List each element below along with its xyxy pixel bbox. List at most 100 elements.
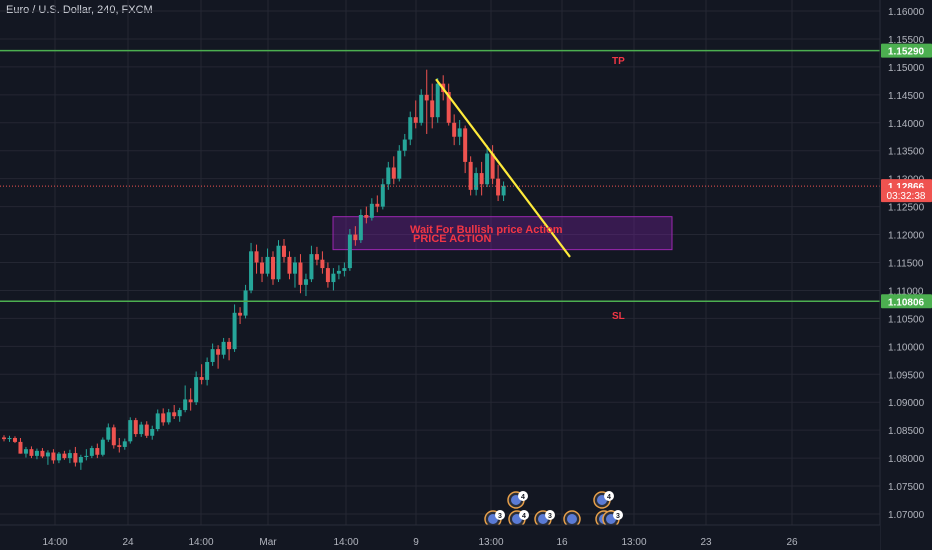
candle-body	[221, 341, 226, 355]
time-tick-label: 16	[556, 537, 568, 548]
candle-body	[139, 424, 144, 435]
annotation-text: SL	[612, 311, 625, 322]
candle-body	[188, 399, 193, 403]
candle-body	[265, 256, 270, 274]
event-flag-icon[interactable]: 4	[593, 491, 614, 509]
candle-body	[397, 150, 402, 179]
price-zone-rectangle[interactable]	[332, 216, 673, 251]
candle-body	[84, 455, 89, 457]
time-tick-label: 14:00	[188, 537, 213, 548]
candle-body	[314, 254, 319, 260]
candle-body	[435, 83, 440, 118]
time-tick-label: Mar	[259, 537, 277, 548]
countdown-price-tag-label: 03:32:38	[887, 191, 926, 202]
candle-body	[2, 437, 6, 440]
event-flag-icon[interactable]: 3	[534, 510, 555, 528]
price-tick-label: 1.15500	[888, 35, 925, 46]
candle-body	[276, 245, 281, 280]
price-tick-label: 1.11500	[888, 259, 924, 270]
time-tick-label: 14:00	[42, 537, 67, 548]
time-tick-label: 14:00	[333, 537, 358, 548]
price-tick-label: 1.10000	[888, 342, 925, 353]
price-tick-label: 1.13500	[888, 147, 925, 158]
candle-body	[128, 420, 133, 442]
event-badge	[545, 510, 555, 520]
level-price-tag-label: 1.15290	[888, 47, 925, 58]
candle-body	[232, 312, 237, 350]
price-tick-label: 1.07500	[888, 482, 925, 493]
candle-body	[271, 256, 276, 280]
time-tick-label: 26	[786, 537, 798, 548]
candle-body	[95, 448, 100, 455]
candle-body	[34, 450, 39, 456]
price-tick-label: 1.09000	[888, 398, 925, 409]
candle-body	[287, 256, 292, 274]
candle-body	[155, 413, 160, 430]
candle-body	[172, 412, 177, 417]
candle-body	[369, 203, 374, 218]
price-action-zone[interactable]	[332, 216, 673, 251]
candle-body	[463, 128, 468, 162]
candle-body	[12, 437, 17, 442]
candle-body	[485, 153, 490, 185]
level-price-tag[interactable]	[881, 43, 932, 58]
candle-body	[452, 122, 457, 137]
price-tick-label: 1.15000	[888, 63, 925, 74]
event-badge	[519, 510, 529, 520]
candle-body	[402, 139, 407, 151]
countdown-price-tag[interactable]	[881, 188, 932, 203]
event-flag-icon[interactable]: 3	[602, 510, 623, 528]
economic-events[interactable]: 4434343	[484, 491, 623, 528]
candle-body	[254, 251, 259, 263]
event-badge-count: 4	[521, 494, 525, 501]
candle-body	[331, 273, 336, 283]
candle-body	[227, 341, 232, 350]
candle-body	[100, 439, 105, 455]
candle-body	[199, 377, 204, 380]
candle-body	[424, 94, 429, 101]
price-axis	[880, 0, 932, 550]
event-badge-count: 3	[498, 513, 502, 520]
level-price-tag[interactable]	[881, 294, 932, 309]
candle-body	[375, 203, 380, 207]
event-badge-count: 4	[607, 494, 611, 501]
event-flag-icon[interactable]: 4	[508, 510, 529, 528]
candle-body	[183, 399, 188, 411]
candle-body	[353, 234, 358, 241]
candle-body	[243, 290, 248, 316]
candle-body	[144, 424, 149, 436]
candle-body	[320, 259, 325, 269]
event-badge	[518, 491, 528, 501]
event-flag-icon[interactable]: 3	[484, 510, 505, 528]
price-tick-label: 1.12000	[888, 231, 925, 242]
time-tick-label: 13:00	[621, 537, 646, 548]
candle-body	[210, 349, 215, 362]
candle-body	[249, 251, 254, 291]
candle-body	[122, 441, 127, 447]
candle-body	[358, 214, 363, 241]
trend-line[interactable]	[435, 78, 571, 258]
level-lines[interactable]	[0, 49, 880, 303]
candle-body	[457, 128, 462, 137]
candle-body	[106, 427, 111, 440]
candle-body	[117, 445, 122, 447]
price-tick-label: 1.09500	[888, 370, 925, 381]
time-tick-label: 23	[700, 537, 712, 548]
candle-body	[45, 452, 50, 457]
candle-body	[419, 94, 424, 123]
candle-body	[51, 452, 56, 461]
candle-body	[430, 100, 435, 118]
annotation-text: PRICE ACTION	[413, 233, 491, 245]
candle-body	[40, 450, 45, 457]
price-tick-label: 1.07000	[888, 510, 925, 521]
candle-body	[216, 349, 221, 355]
price-tick-label: 1.11000	[888, 286, 924, 297]
price-tick-label: 1.08000	[888, 454, 925, 465]
candle-body	[23, 449, 28, 454]
candle-body	[18, 441, 23, 454]
candle-body	[496, 178, 501, 196]
event-flag-icon[interactable]: 4	[507, 491, 528, 509]
price-tick-label: 1.14000	[888, 119, 925, 130]
